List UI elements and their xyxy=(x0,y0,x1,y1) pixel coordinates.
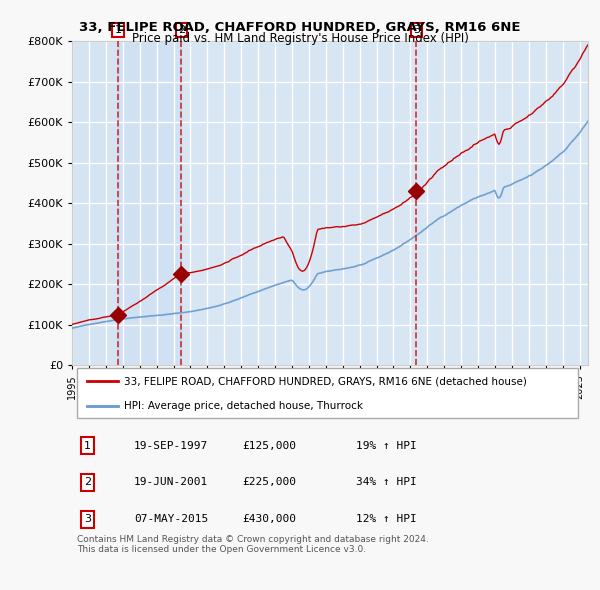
Text: 19-JUN-2001: 19-JUN-2001 xyxy=(134,477,208,487)
Text: 2: 2 xyxy=(84,477,91,487)
Text: £125,000: £125,000 xyxy=(242,441,296,451)
Text: HPI: Average price, detached house, Thurrock: HPI: Average price, detached house, Thur… xyxy=(124,401,362,411)
Text: 33, FELIPE ROAD, CHAFFORD HUNDRED, GRAYS, RM16 6NE: 33, FELIPE ROAD, CHAFFORD HUNDRED, GRAYS… xyxy=(79,21,521,34)
Text: 1: 1 xyxy=(115,25,122,35)
Bar xyxy=(118,41,181,365)
Bar xyxy=(72,41,118,365)
Text: 07-MAY-2015: 07-MAY-2015 xyxy=(134,514,208,525)
Text: 12% ↑ HPI: 12% ↑ HPI xyxy=(356,514,416,525)
Text: 1: 1 xyxy=(84,441,91,451)
Text: £225,000: £225,000 xyxy=(242,477,296,487)
Text: 34% ↑ HPI: 34% ↑ HPI xyxy=(356,477,416,487)
FancyBboxPatch shape xyxy=(77,368,578,418)
Text: 2: 2 xyxy=(178,25,185,35)
Text: 33, FELIPE ROAD, CHAFFORD HUNDRED, GRAYS, RM16 6NE (detached house): 33, FELIPE ROAD, CHAFFORD HUNDRED, GRAYS… xyxy=(124,376,526,386)
Text: Price paid vs. HM Land Registry's House Price Index (HPI): Price paid vs. HM Land Registry's House … xyxy=(131,32,469,45)
Text: 19% ↑ HPI: 19% ↑ HPI xyxy=(356,441,416,451)
Text: Contains HM Land Registry data © Crown copyright and database right 2024.
This d: Contains HM Land Registry data © Crown c… xyxy=(77,535,429,554)
Text: £430,000: £430,000 xyxy=(242,514,296,525)
Text: 19-SEP-1997: 19-SEP-1997 xyxy=(134,441,208,451)
Text: 3: 3 xyxy=(84,514,91,525)
Text: 3: 3 xyxy=(413,25,420,35)
Bar xyxy=(181,41,588,365)
